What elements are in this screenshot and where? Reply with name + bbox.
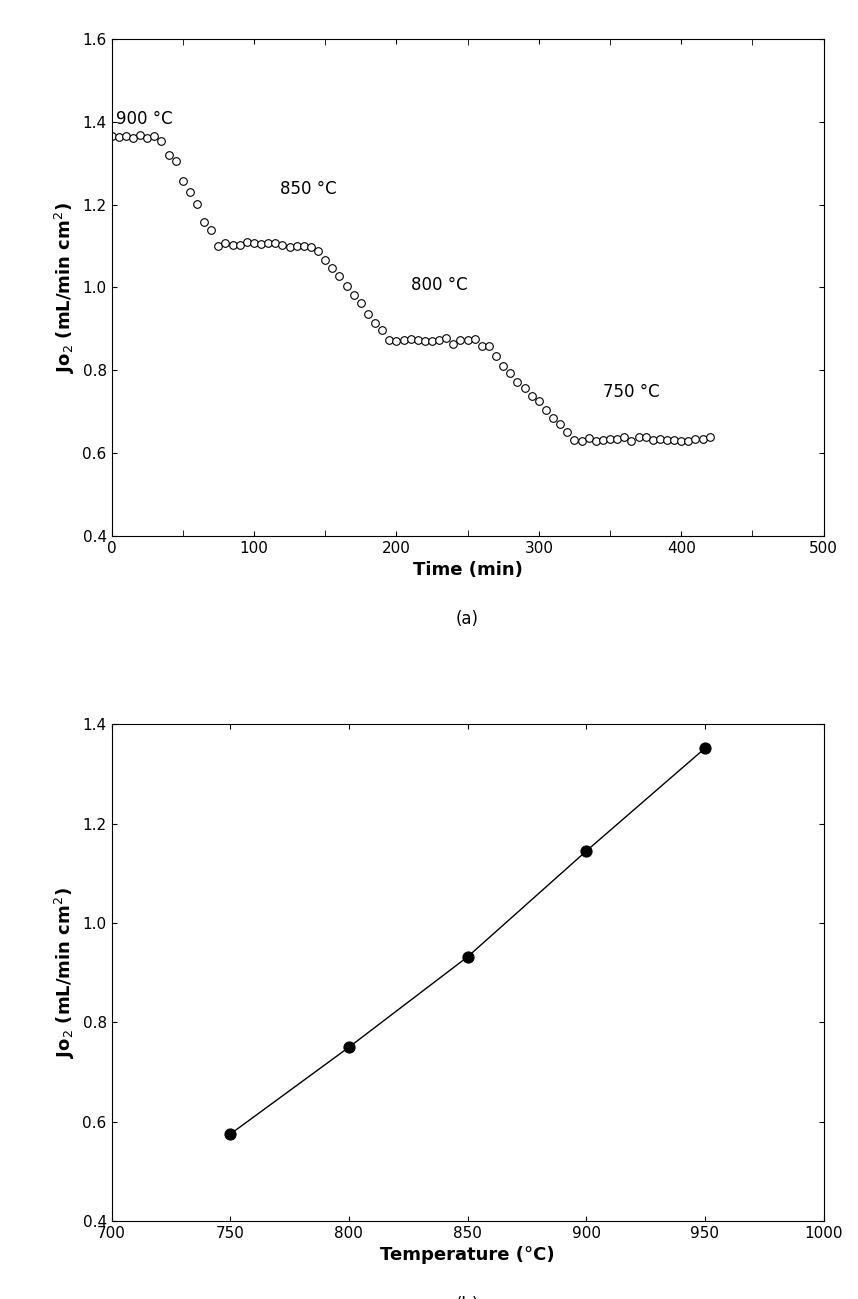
Text: 900 °C: 900 °C <box>116 110 172 129</box>
Text: 750 °C: 750 °C <box>603 383 660 401</box>
X-axis label: Temperature (°C): Temperature (°C) <box>380 1247 555 1264</box>
Text: 800 °C: 800 °C <box>411 275 468 294</box>
Y-axis label: Jo$_2$ (mL/min cm$^2$): Jo$_2$ (mL/min cm$^2$) <box>53 201 77 373</box>
X-axis label: Time (min): Time (min) <box>413 561 523 579</box>
Text: (b): (b) <box>456 1295 480 1299</box>
Text: (a): (a) <box>456 611 479 629</box>
Text: 850 °C: 850 °C <box>280 181 336 199</box>
Y-axis label: Jo$_2$ (mL/min cm$^2$): Jo$_2$ (mL/min cm$^2$) <box>53 887 77 1059</box>
